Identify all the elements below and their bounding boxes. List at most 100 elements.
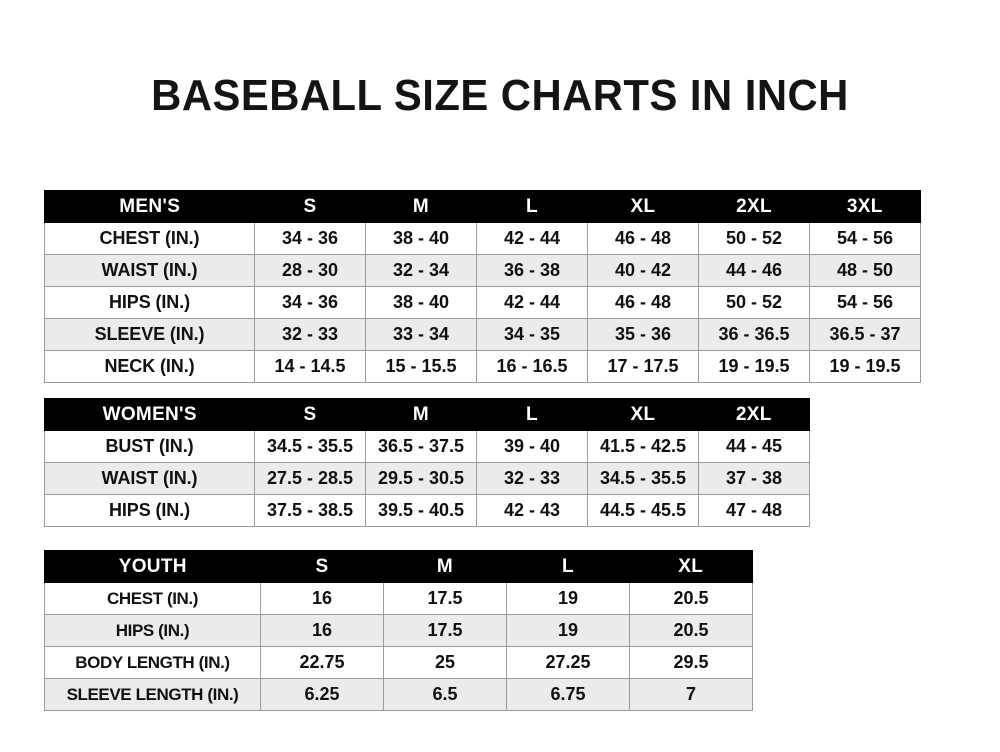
measurement-label: HIPS (IN.) <box>44 614 261 647</box>
measurement-label: WAIST (IN.) <box>44 462 255 495</box>
table-category-header: MEN'S <box>44 190 255 223</box>
table-row: HIPS (IN.) 16 17.5 19 20.5 <box>44 614 753 647</box>
measurement-value: 54 - 56 <box>809 222 921 255</box>
measurement-value: 44.5 - 45.5 <box>587 494 699 527</box>
measurement-value: 47 - 48 <box>698 494 810 527</box>
measurement-value: 39 - 40 <box>476 430 588 463</box>
measurement-value: 15 - 15.5 <box>365 350 477 383</box>
measurement-value: 20.5 <box>629 582 753 615</box>
size-header-m: M <box>365 190 477 223</box>
measurement-value: 50 - 52 <box>698 286 810 319</box>
size-header-xl: XL <box>629 550 753 583</box>
measurement-value: 46 - 48 <box>587 286 699 319</box>
measurement-value: 29.5 <box>629 646 753 679</box>
table-row: BUST (IN.) 34.5 - 35.5 36.5 - 37.5 39 - 40 4… <box>44 430 810 463</box>
measurement-label: WAIST (IN.) <box>44 254 255 287</box>
table-header-row: WOMEN'S S M L XL 2XL <box>44 398 810 431</box>
table-row: SLEEVE (IN.) 32 - 33 33 - 34 34 - 35 35 - 36… <box>44 318 921 351</box>
measurement-value: 37 - 38 <box>698 462 810 495</box>
measurement-value: 32 - 33 <box>476 462 588 495</box>
size-header-xl: XL <box>587 190 699 223</box>
measurement-value: 36 - 36.5 <box>698 318 810 351</box>
measurement-value: 6.75 <box>506 678 630 711</box>
table-row: CHEST (IN.) 34 - 36 38 - 40 42 - 44 46 - 48 5… <box>44 222 921 255</box>
measurement-value: 29.5 - 30.5 <box>365 462 477 495</box>
table-row: WAIST (IN.) 27.5 - 28.5 29.5 - 30.5 32 - 33… <box>44 462 810 495</box>
measurement-value: 20.5 <box>629 614 753 647</box>
measurement-label: CHEST (IN.) <box>44 582 261 615</box>
measurement-value: 27.25 <box>506 646 630 679</box>
measurement-value: 25 <box>383 646 507 679</box>
measurement-value: 16 <box>260 614 384 647</box>
measurement-label: BODY LENGTH (IN.) <box>44 646 261 679</box>
measurement-label: CHEST (IN.) <box>44 222 255 255</box>
size-header-2xl: 2XL <box>698 398 810 431</box>
size-header-m: M <box>365 398 477 431</box>
measurement-value: 34 - 36 <box>254 286 366 319</box>
measurement-value: 28 - 30 <box>254 254 366 287</box>
measurement-label: SLEEVE LENGTH (IN.) <box>44 678 261 711</box>
measurement-value: 19 - 19.5 <box>809 350 921 383</box>
measurement-value: 41.5 - 42.5 <box>587 430 699 463</box>
measurement-value: 37.5 - 38.5 <box>254 494 366 527</box>
measurement-value: 33 - 34 <box>365 318 477 351</box>
size-header-s: S <box>254 190 366 223</box>
measurement-value: 46 - 48 <box>587 222 699 255</box>
measurement-value: 32 - 34 <box>365 254 477 287</box>
table-category-header: WOMEN'S <box>44 398 255 431</box>
mens-size-table: MEN'S S M L XL 2XL 3XL CHEST (IN.) 34 - 36 38 - 4… <box>44 190 921 383</box>
size-header-s: S <box>260 550 384 583</box>
measurement-value: 34 - 35 <box>476 318 588 351</box>
size-header-s: S <box>254 398 366 431</box>
measurement-value: 36.5 - 37.5 <box>365 430 477 463</box>
measurement-value: 42 - 43 <box>476 494 588 527</box>
measurement-value: 48 - 50 <box>809 254 921 287</box>
measurement-value: 32 - 33 <box>254 318 366 351</box>
measurement-label: BUST (IN.) <box>44 430 255 463</box>
table-row: HIPS (IN.) 37.5 - 38.5 39.5 - 40.5 42 - 43 4… <box>44 494 810 527</box>
size-header-2xl: 2XL <box>698 190 810 223</box>
measurement-value: 19 - 19.5 <box>698 350 810 383</box>
measurement-value: 39.5 - 40.5 <box>365 494 477 527</box>
measurement-value: 35 - 36 <box>587 318 699 351</box>
measurement-value: 38 - 40 <box>365 222 477 255</box>
table-row: SLEEVE LENGTH (IN.) 6.25 6.5 6.75 7 <box>44 678 753 711</box>
measurement-value: 16 <box>260 582 384 615</box>
table-row: NECK (IN.) 14 - 14.5 15 - 15.5 16 - 16.5 17 … <box>44 350 921 383</box>
measurement-value: 44 - 45 <box>698 430 810 463</box>
measurement-value: 54 - 56 <box>809 286 921 319</box>
womens-size-table: WOMEN'S S M L XL 2XL BUST (IN.) 34.5 - 35.5 36.5… <box>44 398 810 527</box>
measurement-value: 19 <box>506 582 630 615</box>
table-header-row: YOUTH S M L XL <box>44 550 753 583</box>
measurement-label: HIPS (IN.) <box>44 286 255 319</box>
measurement-value: 40 - 42 <box>587 254 699 287</box>
measurement-value: 17.5 <box>383 582 507 615</box>
table-row: CHEST (IN.) 16 17.5 19 20.5 <box>44 582 753 615</box>
page-title: BASEBALL SIZE CHARTS IN INCH <box>151 71 849 120</box>
table-row: BODY LENGTH (IN.) 22.75 25 27.25 29.5 <box>44 646 753 679</box>
measurement-value: 34.5 - 35.5 <box>254 430 366 463</box>
size-header-xl: XL <box>587 398 699 431</box>
measurement-value: 36 - 38 <box>476 254 588 287</box>
measurement-value: 16 - 16.5 <box>476 350 588 383</box>
measurement-value: 7 <box>629 678 753 711</box>
size-header-m: M <box>383 550 507 583</box>
measurement-label: HIPS (IN.) <box>44 494 255 527</box>
measurement-value: 34.5 - 35.5 <box>587 462 699 495</box>
measurement-value: 38 - 40 <box>365 286 477 319</box>
table-row: WAIST (IN.) 28 - 30 32 - 34 36 - 38 40 - 42 4… <box>44 254 921 287</box>
measurement-value: 44 - 46 <box>698 254 810 287</box>
measurement-value: 34 - 36 <box>254 222 366 255</box>
measurement-value: 17 - 17.5 <box>587 350 699 383</box>
size-header-3xl: 3XL <box>809 190 921 223</box>
measurement-value: 22.75 <box>260 646 384 679</box>
measurement-value: 42 - 44 <box>476 222 588 255</box>
measurement-value: 17.5 <box>383 614 507 647</box>
measurement-value: 19 <box>506 614 630 647</box>
measurement-value: 42 - 44 <box>476 286 588 319</box>
measurement-value: 14 - 14.5 <box>254 350 366 383</box>
measurement-value: 50 - 52 <box>698 222 810 255</box>
table-category-header: YOUTH <box>44 550 261 583</box>
measurement-label: NECK (IN.) <box>44 350 255 383</box>
